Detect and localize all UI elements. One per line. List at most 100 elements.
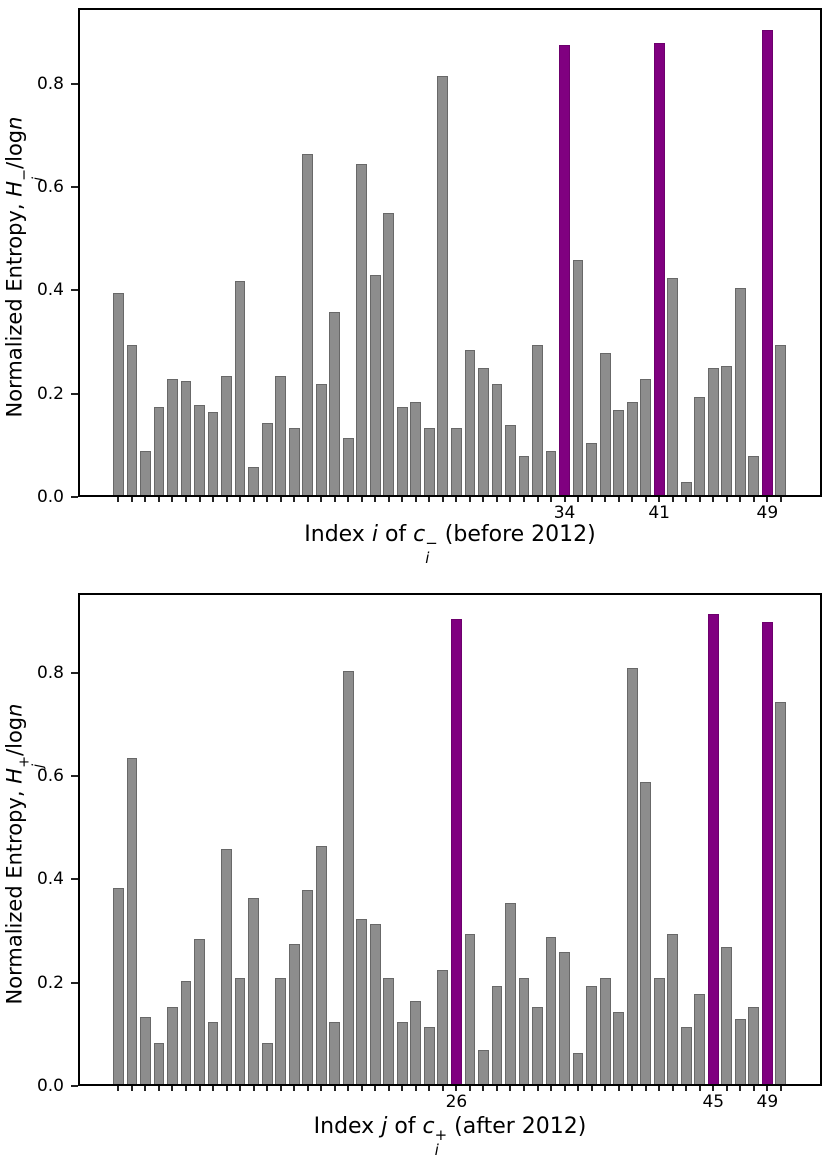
bar-index-15 xyxy=(302,153,314,495)
x-minor-tick xyxy=(347,497,350,502)
bar-index-2 xyxy=(126,345,138,495)
bar-index-15 xyxy=(302,890,314,1084)
bar-index-48 xyxy=(748,456,760,495)
x-minor-tick xyxy=(130,497,133,502)
bar-index-24 xyxy=(423,427,435,495)
x-minor-tick xyxy=(739,1086,742,1091)
ylabel-n: n xyxy=(2,703,27,717)
x-minor-tick xyxy=(212,497,215,502)
bar-index-22 xyxy=(396,1022,408,1084)
bar-index-35 xyxy=(572,259,584,495)
x-minor-tick xyxy=(631,1086,634,1091)
x-minor-tick xyxy=(374,497,377,502)
x-minor-tick xyxy=(225,497,228,502)
bar-index-33 xyxy=(545,936,557,1084)
x-axis-label-after: Index j of c + j (after 2012) xyxy=(314,1114,587,1155)
x-minor-tick xyxy=(536,497,539,502)
x-minor-tick xyxy=(414,497,417,502)
x-minor-tick xyxy=(414,1086,417,1091)
x-minor-tick xyxy=(644,497,647,502)
x-minor-tick xyxy=(225,1086,228,1091)
bar-index-42 xyxy=(667,934,679,1084)
bar-index-16 xyxy=(315,383,327,495)
x-minor-tick xyxy=(685,497,688,502)
x-minor-tick xyxy=(617,497,620,502)
y-tick-label: 0.4 xyxy=(36,869,64,890)
bar-index-19 xyxy=(356,918,368,1084)
x-minor-tick xyxy=(604,1086,607,1091)
bar-index-13 xyxy=(275,376,287,495)
bar-index-37 xyxy=(599,978,611,1084)
x-minor-tick xyxy=(658,497,661,502)
bar-index-45 xyxy=(707,368,719,495)
bar-index-10 xyxy=(234,280,246,495)
x-minor-tick xyxy=(441,1086,444,1091)
bar-index-44 xyxy=(694,993,706,1084)
x-tick-label-41: 41 xyxy=(648,503,671,523)
xlabel-c: c xyxy=(422,1114,435,1139)
bar-index-23 xyxy=(410,402,422,495)
bar-index-4 xyxy=(153,1042,165,1084)
xlabel-of: of xyxy=(377,522,414,547)
x-minor-tick xyxy=(347,1086,350,1091)
x-minor-tick xyxy=(387,497,390,502)
bar-index-25 xyxy=(437,76,449,495)
x-minor-tick xyxy=(117,1086,120,1091)
bar-index-11 xyxy=(248,466,259,495)
x-minor-tick xyxy=(144,497,147,502)
y-tick-label: 0.6 xyxy=(36,176,64,197)
bar-index-47 xyxy=(734,1019,746,1084)
y-tick xyxy=(71,671,78,674)
x-minor-tick xyxy=(482,497,485,502)
x-minor-tick xyxy=(428,1086,431,1091)
y-tick-label: 0.2 xyxy=(36,972,64,993)
x-minor-tick xyxy=(604,497,607,502)
y-axis-label-before: Normalized Entropy, H − i/logn xyxy=(2,116,46,417)
bar-index-41 xyxy=(653,978,665,1084)
bar-index-28 xyxy=(478,1050,489,1084)
y-axis-label-after: Normalized Entropy, H + j/logn xyxy=(2,703,46,1004)
highlighted-bar-index-41 xyxy=(653,42,665,495)
x-minor-tick xyxy=(712,1086,715,1091)
x-minor-tick xyxy=(171,1086,174,1091)
bar-index-39 xyxy=(626,402,638,495)
bar-index-47 xyxy=(734,288,746,495)
bar-index-23 xyxy=(410,1001,422,1084)
x-minor-tick xyxy=(698,1086,701,1091)
x-minor-tick xyxy=(590,497,593,502)
bar-index-36 xyxy=(586,443,597,495)
bar-index-38 xyxy=(613,409,625,495)
x-minor-tick xyxy=(509,1086,512,1091)
x-minor-tick xyxy=(157,497,160,502)
x-minor-tick xyxy=(401,1086,404,1091)
bar-index-4 xyxy=(153,407,165,495)
x-minor-tick xyxy=(198,497,201,502)
bar-index-16 xyxy=(315,846,327,1084)
x-minor-tick xyxy=(252,497,255,502)
x-minor-tick xyxy=(766,497,769,502)
x-minor-tick xyxy=(550,497,553,502)
x-minor-tick xyxy=(495,1086,498,1091)
bar-index-50 xyxy=(775,701,787,1084)
bar-index-34 xyxy=(559,952,570,1084)
bar-index-1 xyxy=(113,293,124,495)
bar-index-46 xyxy=(721,947,733,1084)
bar-index-20 xyxy=(369,275,381,495)
x-minor-tick xyxy=(441,497,444,502)
x-minor-tick xyxy=(266,1086,269,1091)
x-minor-tick xyxy=(293,1086,296,1091)
x-minor-tick xyxy=(144,1086,147,1091)
x-minor-tick xyxy=(523,1086,525,1091)
bar-index-8 xyxy=(207,1022,219,1084)
bar-index-14 xyxy=(288,427,300,495)
bar-index-43 xyxy=(680,1027,692,1084)
x-minor-tick xyxy=(752,497,755,502)
xlabel-text: Index xyxy=(304,522,372,547)
xlabel-period: (after 2012) xyxy=(447,1114,587,1139)
x-minor-tick xyxy=(117,497,120,502)
x-minor-tick xyxy=(563,1086,566,1091)
bar-index-6 xyxy=(180,980,192,1084)
x-minor-tick xyxy=(509,497,512,502)
bar-index-13 xyxy=(275,978,287,1084)
bar-index-21 xyxy=(383,213,395,495)
